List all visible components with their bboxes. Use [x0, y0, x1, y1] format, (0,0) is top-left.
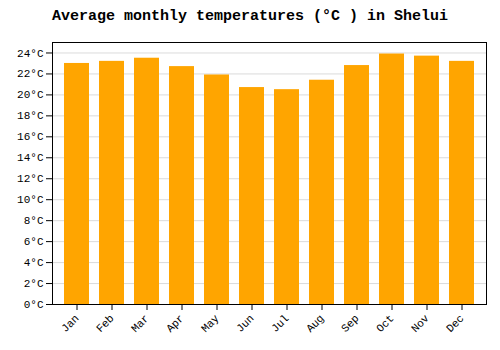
- svg-text:4°C: 4°C: [24, 257, 44, 269]
- svg-text:14°C: 14°C: [17, 152, 44, 164]
- svg-text:May: May: [199, 312, 222, 335]
- html-text:Average monthly temperatures (: Average monthly temperatures (°C ) in Sh…: [52, 8, 448, 25]
- svg-text:6°C: 6°C: [24, 236, 44, 248]
- svg-text:Sep: Sep: [339, 312, 361, 334]
- svg-text:Dec: Dec: [444, 312, 466, 334]
- svg-text:Feb: Feb: [94, 312, 116, 334]
- svg-text:10°C: 10°C: [17, 194, 44, 206]
- svg-text:12°C: 12°C: [17, 173, 44, 185]
- svg-text:24°C: 24°C: [17, 48, 44, 60]
- svg-text:22°C: 22°C: [17, 68, 44, 80]
- svg-text:Jul: Jul: [269, 312, 291, 334]
- svg-text:20°C: 20°C: [17, 89, 44, 101]
- svg-text:Jan: Jan: [59, 312, 81, 334]
- svg-text:Jun: Jun: [234, 312, 256, 334]
- svg-text:0°C: 0°C: [24, 299, 44, 311]
- svg-text:16°C: 16°C: [17, 131, 44, 143]
- svg-text:18°C: 18°C: [17, 110, 44, 122]
- svg-text:Apr: Apr: [164, 312, 186, 334]
- svg-text:Mar: Mar: [129, 312, 151, 334]
- svg-text:2°C: 2°C: [24, 278, 44, 290]
- svg-text:Oct: Oct: [374, 312, 396, 334]
- svg-text:8°C: 8°C: [24, 215, 44, 227]
- svg-text:Nov: Nov: [409, 312, 432, 335]
- svg-text:Aug: Aug: [304, 312, 326, 334]
